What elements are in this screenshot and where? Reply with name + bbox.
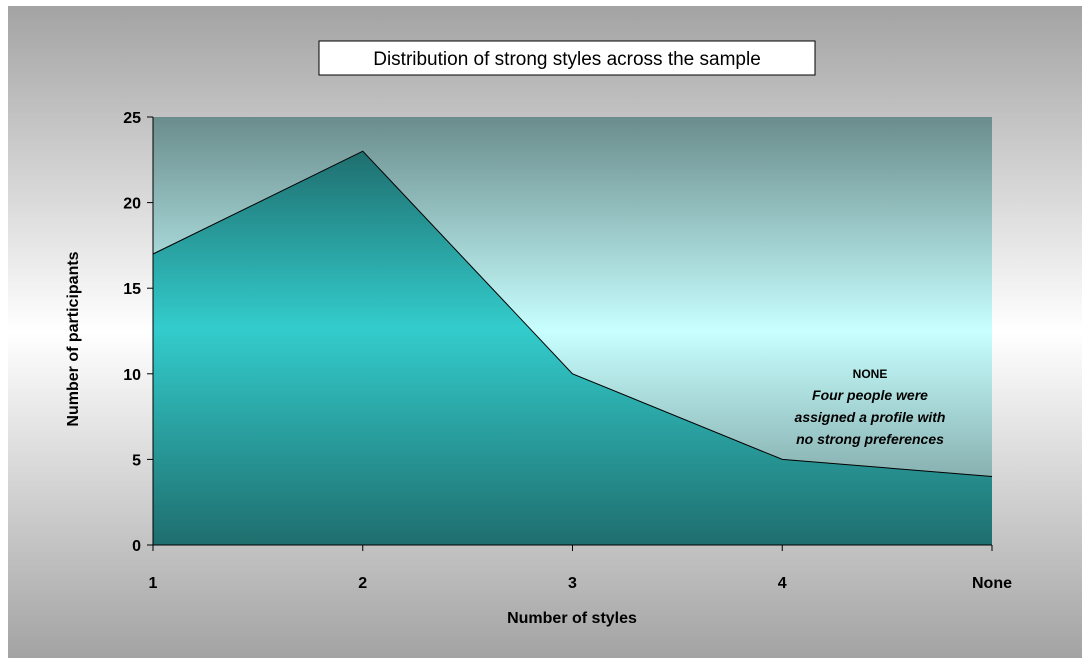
y-tick-label: 10 xyxy=(123,367,141,384)
annotation-line-3: no strong preferences xyxy=(796,431,944,447)
x-tick-label: 4 xyxy=(778,575,787,592)
area-series xyxy=(153,151,992,545)
annotation-line-1: Four people were xyxy=(812,387,928,403)
x-tick-label: 3 xyxy=(568,575,577,592)
annotation-heading: NONE xyxy=(853,367,888,381)
x-tick-label: 1 xyxy=(149,575,158,592)
y-tick-label: 25 xyxy=(123,110,141,127)
annotation: NONE Four people were assigned a profile… xyxy=(795,367,946,447)
x-axis-ticks: 1 2 3 4 None xyxy=(149,545,1012,592)
y-tick-label: 0 xyxy=(132,538,141,555)
x-tick-label: None xyxy=(972,575,1012,592)
annotation-line-2: assigned a profile with xyxy=(795,409,946,425)
area-series-outline xyxy=(152,150,993,477)
chart-title: Distribution of strong styles across the… xyxy=(373,49,761,70)
x-tick-label: 2 xyxy=(358,575,367,592)
y-axis-title: Number of participants xyxy=(65,251,82,426)
chart-title-box: Distribution of strong styles across the… xyxy=(318,40,816,76)
x-axis-title: Number of styles xyxy=(507,610,637,627)
y-tick-label: 5 xyxy=(132,452,141,469)
y-tick-label: 20 xyxy=(123,196,141,213)
y-axis-ticks: 0 5 10 15 20 25 xyxy=(123,110,153,555)
y-tick-label: 15 xyxy=(123,281,141,298)
